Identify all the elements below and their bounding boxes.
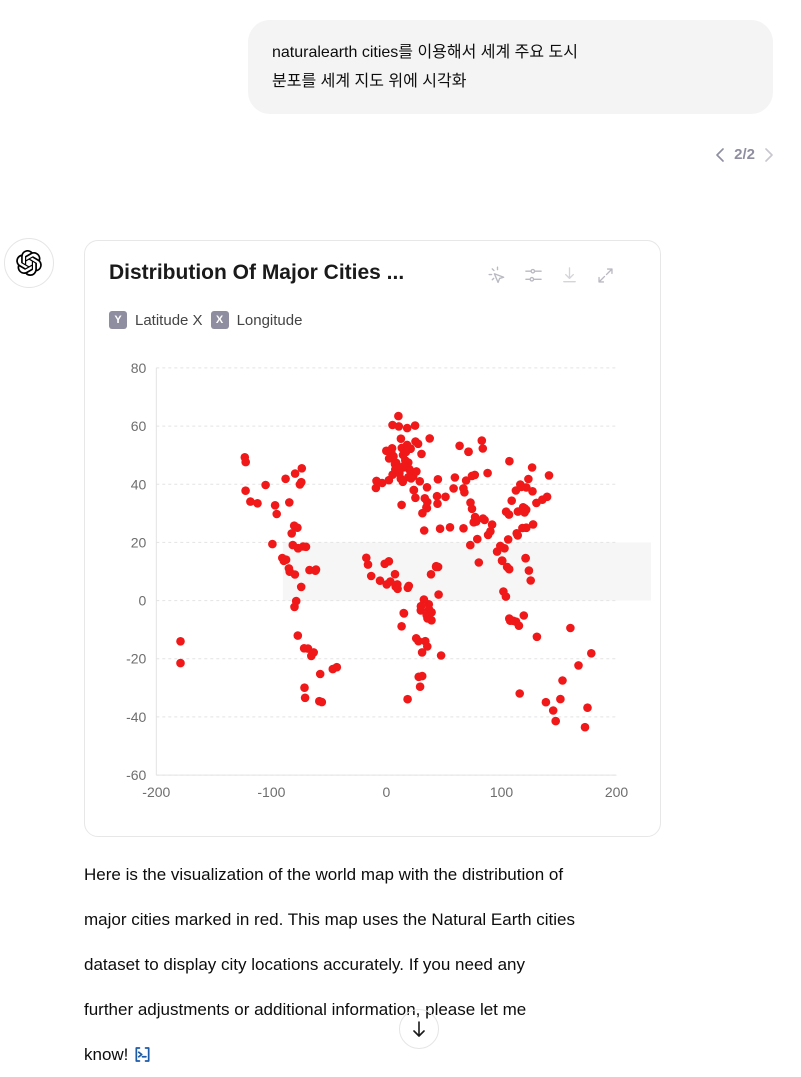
svg-text:0: 0 <box>383 784 391 800</box>
svg-text:-40: -40 <box>126 709 146 725</box>
svg-text:-200: -200 <box>142 784 170 800</box>
svg-text:20: 20 <box>131 534 147 550</box>
svg-text:-100: -100 <box>257 784 285 800</box>
svg-text:40: 40 <box>131 476 147 492</box>
svg-text:-60: -60 <box>126 767 146 783</box>
svg-text:200: 200 <box>605 784 629 800</box>
svg-text:-20: -20 <box>126 651 146 667</box>
svg-text:0: 0 <box>139 593 147 609</box>
svg-text:80: 80 <box>131 360 147 376</box>
svg-text:100: 100 <box>490 784 514 800</box>
svg-text:60: 60 <box>131 418 147 434</box>
